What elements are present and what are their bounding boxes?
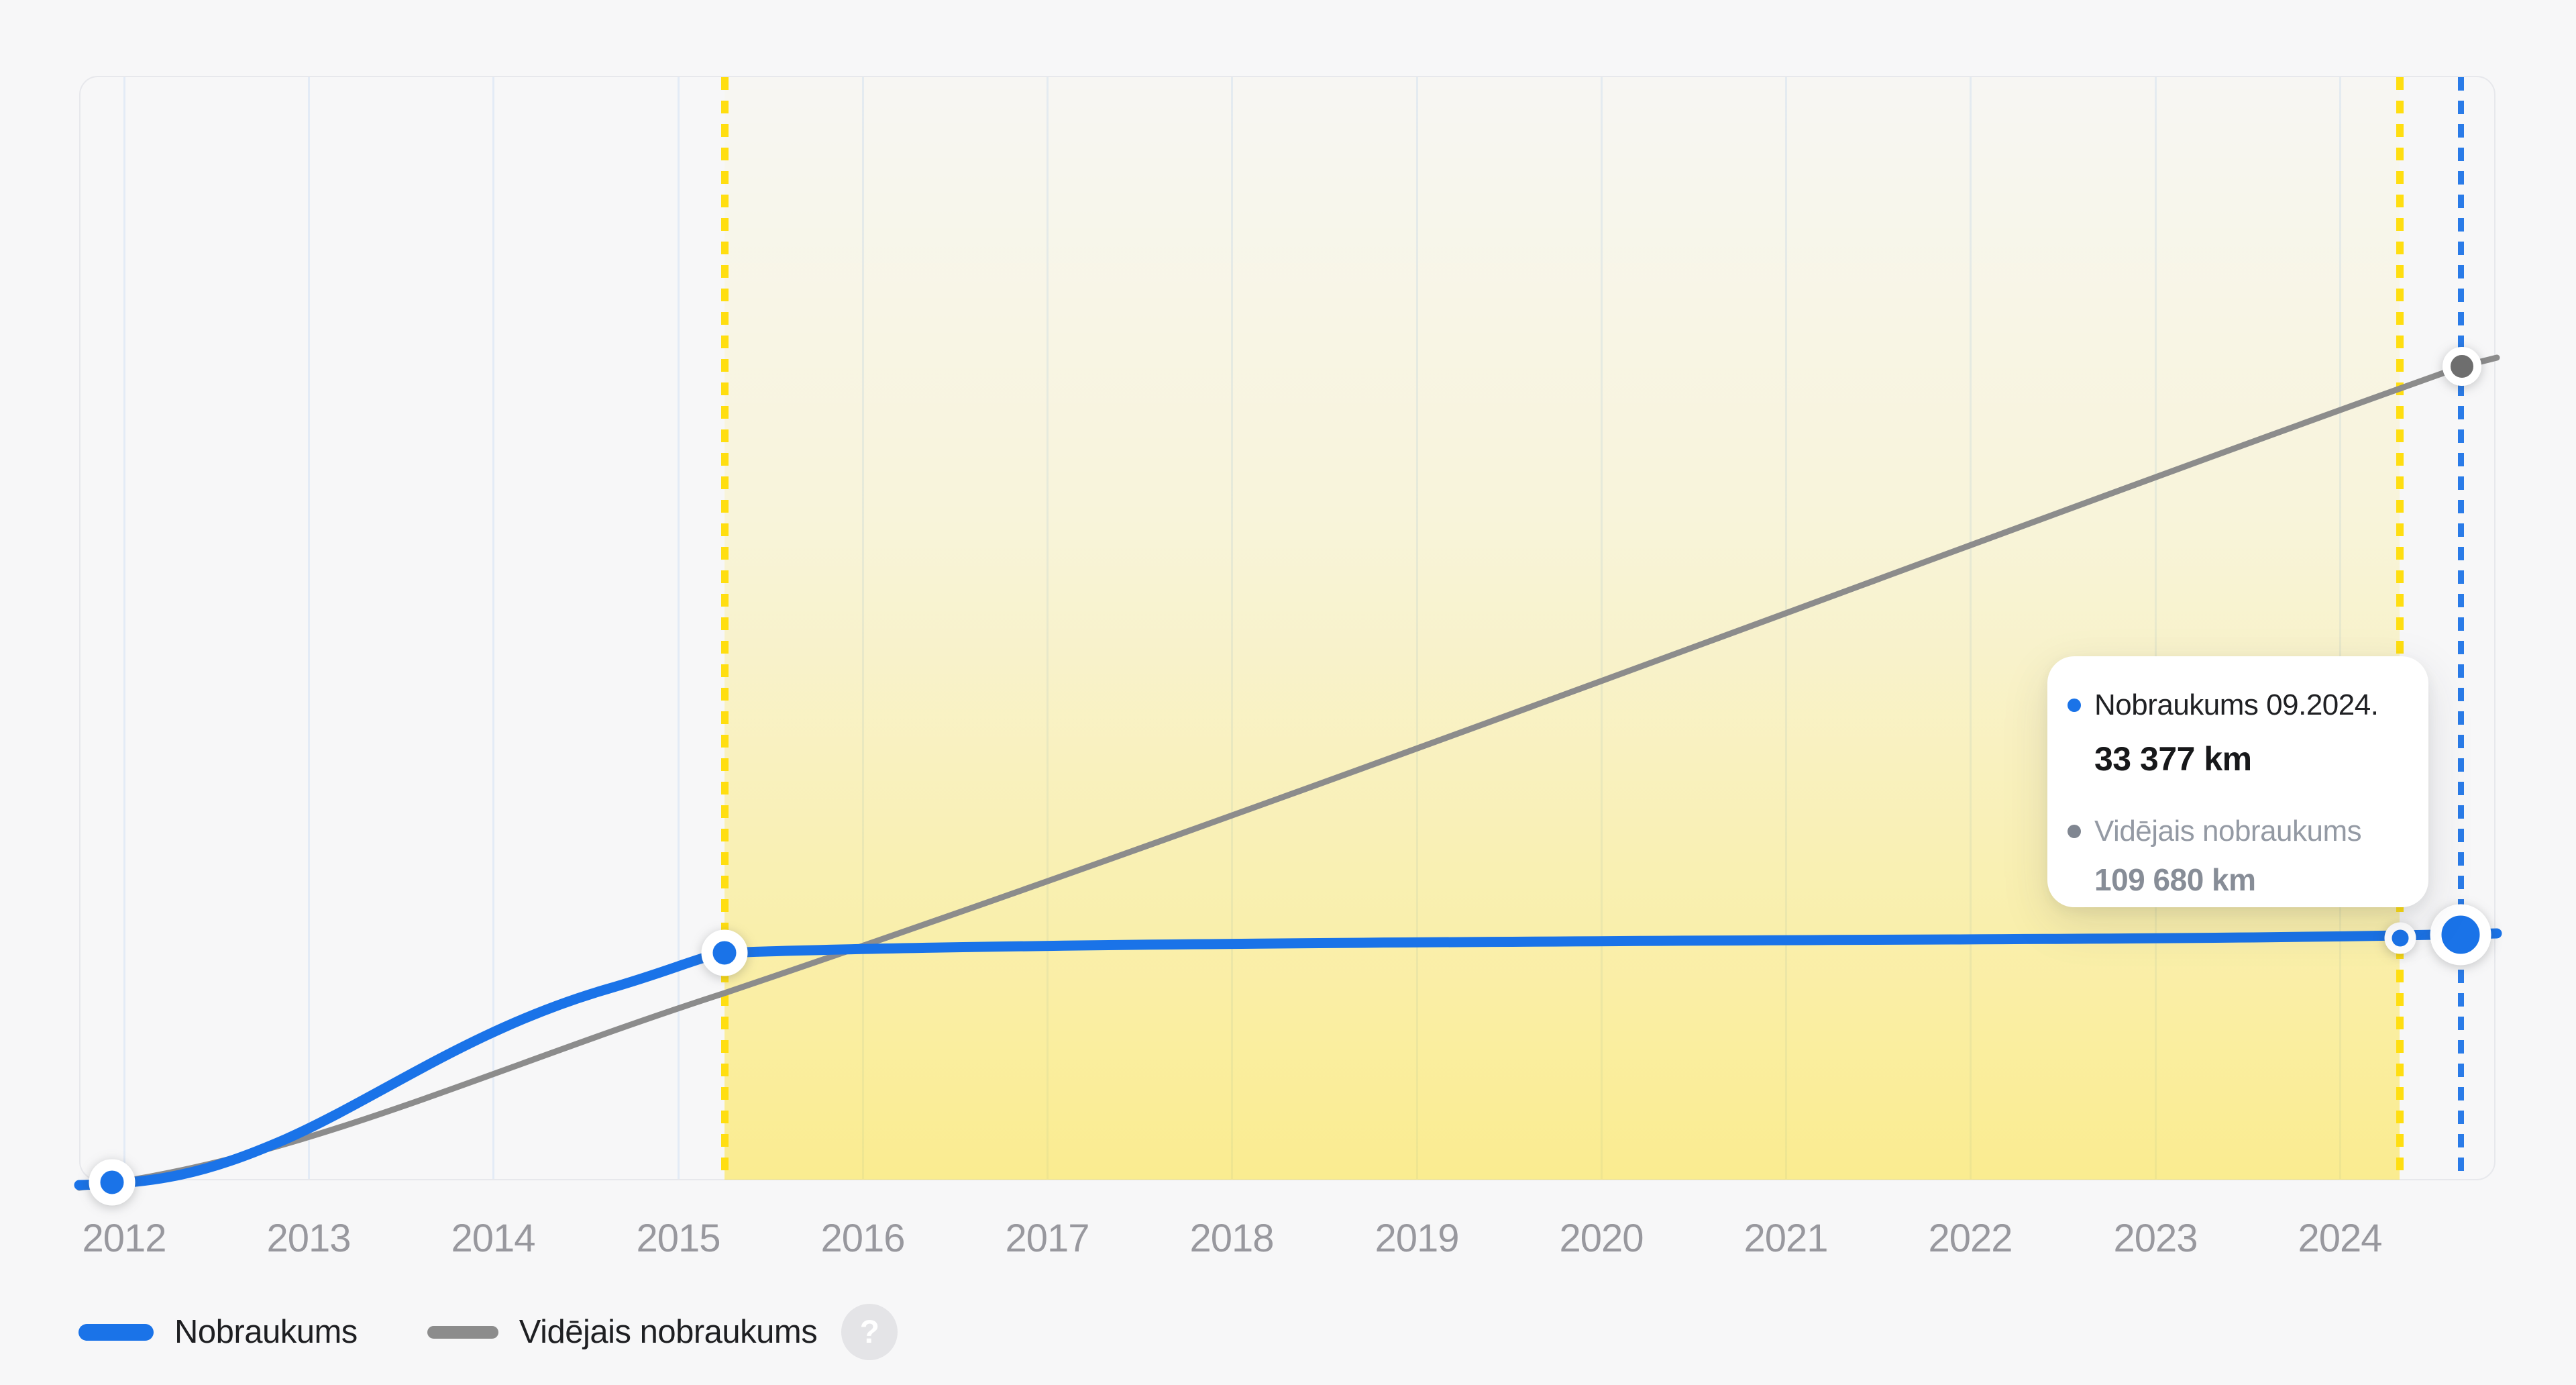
x-axis-label-2019: 2019 (1375, 1217, 1459, 1260)
x-axis-label-2016: 2016 (820, 1217, 905, 1260)
grid-line-2012 (123, 77, 125, 1179)
legend-item-label: Vidējais nobraukums (519, 1314, 818, 1350)
legend-item-label: Nobraukums (174, 1314, 358, 1350)
grid-line-2022 (1970, 77, 1972, 1179)
x-axis-label-2017: 2017 (1005, 1217, 1089, 1260)
grid-line-2024 (2339, 77, 2341, 1179)
tooltip-series1-dot-icon (2068, 699, 2081, 712)
x-axis-label-2022: 2022 (1928, 1217, 2012, 1260)
tooltip-series1-row: Nobraukums 09.2024. (2068, 688, 2402, 722)
x-axis-label-2021: 2021 (1743, 1217, 1828, 1260)
highlight-region (724, 77, 2400, 1180)
x-axis-label-2024: 2024 (2298, 1217, 2382, 1260)
grid-line-2014 (492, 77, 494, 1179)
plot-area[interactable] (79, 76, 2496, 1180)
ref-line-period-start (721, 77, 729, 1180)
tooltip: Nobraukums 09.2024. 33 377 km Vidējais n… (2047, 656, 2428, 907)
ref-line-period-end (2396, 77, 2404, 1180)
legend-item-nobraukums[interactable]: Nobraukums (78, 1313, 358, 1351)
average-point-current[interactable] (2443, 347, 2481, 386)
grid-line-2023 (2155, 77, 2157, 1179)
grid-line-2020 (1601, 77, 1603, 1179)
x-axis-label-2023: 2023 (2113, 1217, 2198, 1260)
grid-line-2018 (1231, 77, 1233, 1179)
x-axis-label-2018: 2018 (1189, 1217, 1274, 1260)
ref-line-current-date (2458, 77, 2464, 1180)
x-axis-label-2020: 2020 (1559, 1217, 1644, 1260)
grid-line-2021 (1785, 77, 1787, 1179)
mileage-swatch-icon (78, 1323, 154, 1341)
tooltip-series2-label: Vidējais nobraukums (2094, 815, 2362, 848)
tooltip-series2-row: Vidējais nobraukums (2068, 815, 2402, 848)
grid-line-2015 (678, 77, 680, 1179)
help-icon[interactable]: ? (841, 1304, 898, 1360)
grid-line-2016 (862, 77, 864, 1179)
x-axis-label-2013: 2013 (266, 1217, 351, 1260)
grid-line-2019 (1416, 77, 1418, 1179)
grid-line-2013 (308, 77, 310, 1179)
x-axis-label-2012: 2012 (82, 1217, 166, 1260)
mileage-point-start[interactable] (89, 1159, 136, 1206)
legend-item-videjais-nobraukums[interactable]: Vidējais nobraukums (427, 1313, 818, 1351)
grid-line-2017 (1046, 77, 1049, 1179)
mileage-point-current[interactable] (2430, 904, 2491, 966)
x-axis-label-2014: 2014 (451, 1217, 535, 1260)
mileage-point-period-start[interactable] (701, 929, 748, 976)
tooltip-series1-value: 33 377 km (2094, 740, 2252, 778)
average-mileage-line (76, 354, 2500, 1191)
tooltip-series2-dot-icon (2068, 825, 2081, 838)
legend: Nobraukums Vidējais nobraukums ? (78, 1302, 898, 1362)
mileage-point-period-end[interactable] (2384, 922, 2416, 954)
x-axis-label-2015: 2015 (636, 1217, 720, 1260)
tooltip-series2-value: 109 680 km (2094, 862, 2256, 897)
tooltip-series1-label: Nobraukums 09.2024. (2094, 688, 2379, 721)
mileage-line (74, 928, 2502, 1190)
help-icon-glyph: ? (859, 1314, 879, 1350)
average-mileage-swatch-icon (427, 1325, 498, 1339)
